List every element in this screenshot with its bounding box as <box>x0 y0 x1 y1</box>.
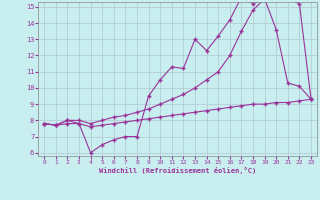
X-axis label: Windchill (Refroidissement éolien,°C): Windchill (Refroidissement éolien,°C) <box>99 167 256 174</box>
